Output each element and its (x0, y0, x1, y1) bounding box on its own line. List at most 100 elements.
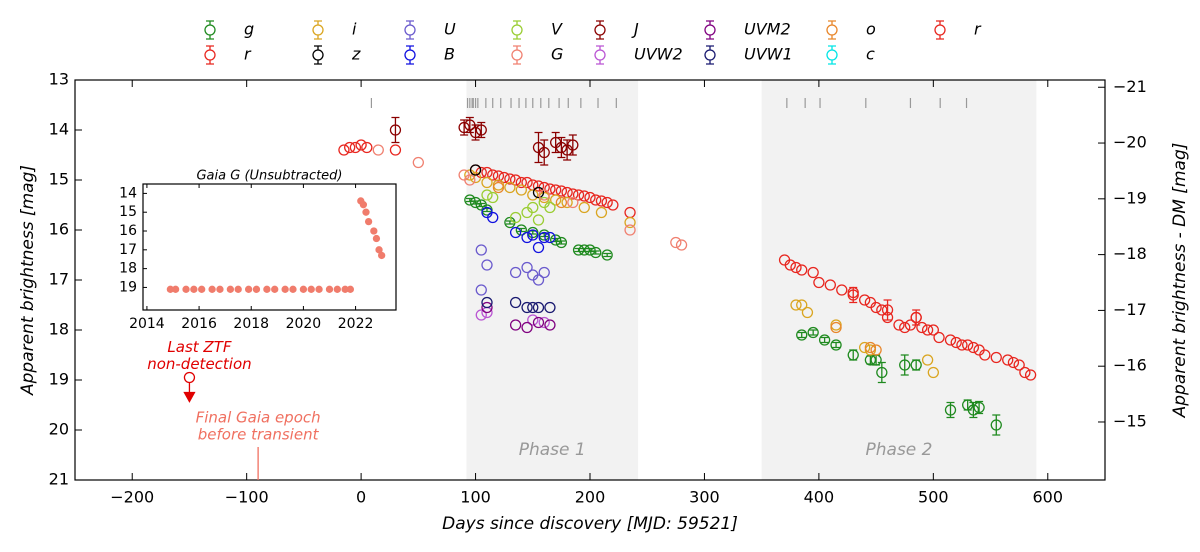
data-point (607, 199, 619, 211)
data-point (859, 294, 871, 306)
data-point (234, 285, 242, 293)
x-tick-label: 2014 (129, 316, 165, 332)
legend-marker (594, 24, 606, 36)
data-point (990, 351, 1002, 364)
data-point (532, 186, 545, 199)
data-point (801, 306, 814, 319)
data-point (910, 311, 922, 324)
data-point (481, 301, 493, 314)
data-point (670, 236, 682, 249)
error-bar (591, 250, 600, 255)
data-point (509, 266, 522, 279)
data-point (910, 359, 922, 371)
data-point (1007, 356, 1020, 369)
y-tick-label: 20 (49, 420, 69, 439)
data-point (567, 196, 579, 209)
data-point (464, 194, 476, 206)
data-point (389, 144, 402, 156)
x-tick-label: 200 (575, 488, 606, 507)
data-point (864, 341, 877, 354)
phase-label: Phase 1 (519, 440, 586, 460)
data-point (1013, 359, 1025, 371)
data-point (807, 326, 819, 339)
data-point (190, 285, 198, 293)
error-bar (391, 116, 400, 144)
data-point (790, 299, 802, 311)
y-tick-label: 17 (119, 242, 137, 258)
data-point (555, 196, 568, 209)
data-point (244, 285, 253, 293)
data-point (956, 339, 968, 351)
data-point (364, 217, 373, 226)
data-point (572, 244, 585, 256)
data-point (590, 194, 602, 206)
data-point (475, 284, 487, 296)
data-point (538, 266, 550, 279)
y2-axis-label: Apparent brightness - DM [mag] (1170, 143, 1190, 419)
data-point (372, 144, 384, 156)
data-point (498, 171, 510, 184)
y-tick-label: 15 (49, 170, 69, 189)
legend-label: r (974, 20, 982, 39)
data-point (198, 285, 206, 293)
data-point (567, 139, 579, 151)
x-tick-label: 600 (1033, 488, 1064, 507)
data-point (944, 334, 957, 346)
data-point (595, 195, 608, 207)
x-tick-label: 2016 (181, 316, 217, 332)
upper-limit (183, 371, 196, 384)
data-point (481, 259, 493, 271)
data-point (544, 201, 556, 214)
x-tick-label: 500 (918, 488, 949, 507)
data-point (1024, 369, 1037, 381)
x-tick-label: 2022 (338, 316, 374, 332)
data-point (299, 285, 308, 293)
data-point (933, 331, 945, 344)
y-tick-label: 18 (119, 261, 137, 277)
data-point (584, 244, 596, 256)
data-point (584, 191, 596, 204)
data-point (538, 231, 550, 244)
error-bar (534, 131, 543, 164)
data-point (333, 285, 341, 293)
data-point (208, 285, 216, 293)
data-point (550, 234, 562, 246)
data-point (509, 174, 522, 186)
data-point (544, 301, 556, 314)
y-tick-label: 21 (49, 470, 69, 489)
data-point (307, 285, 315, 293)
data-point (601, 196, 613, 209)
legend-marker (704, 24, 716, 36)
data-point (876, 366, 888, 379)
y-tick-label: 19 (119, 279, 137, 295)
data-point (521, 176, 533, 189)
y-tick-label: 16 (119, 223, 137, 239)
y-tick-label: 14 (119, 185, 137, 201)
data-point (818, 334, 831, 346)
data-point (796, 329, 808, 341)
data-point (807, 266, 819, 279)
data-point (532, 180, 545, 192)
legend-label: UVW2 (634, 45, 683, 64)
data-point (979, 349, 991, 361)
legend-marker (312, 24, 324, 36)
data-point (515, 184, 527, 196)
data-point (509, 319, 522, 331)
data-point (325, 285, 334, 293)
data-point (973, 401, 985, 414)
data-point (859, 341, 871, 354)
data-point (624, 216, 636, 229)
error-bar (900, 354, 909, 376)
data-point (475, 124, 487, 136)
legend-marker (204, 49, 216, 61)
data-point (572, 189, 585, 201)
legend-marker (934, 24, 946, 36)
y2-tick-label: −16 (1113, 356, 1147, 375)
data-point (504, 173, 516, 185)
data-point (226, 285, 235, 293)
data-point (487, 169, 499, 181)
y2-tick-label: −18 (1113, 244, 1147, 263)
data-point (389, 124, 402, 136)
data-point (824, 279, 836, 291)
